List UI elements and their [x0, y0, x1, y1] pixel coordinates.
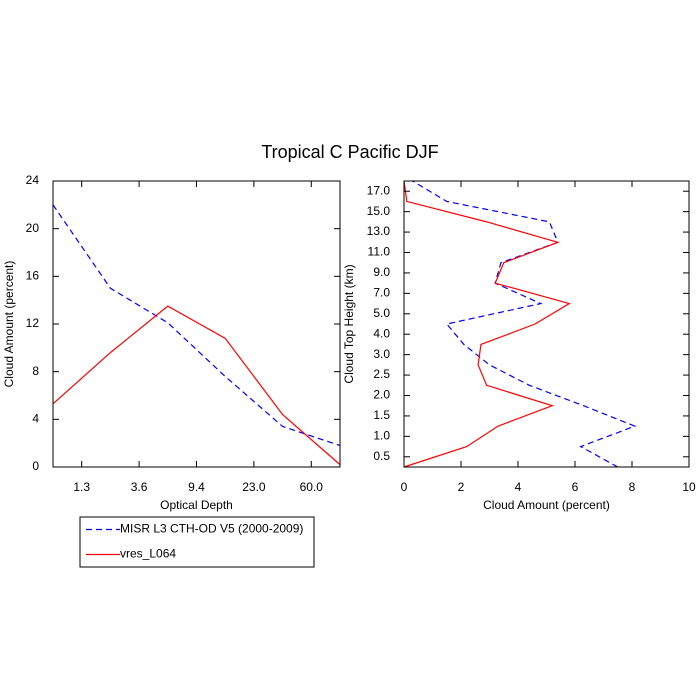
legend-label: vres_L064 — [120, 547, 176, 561]
x-tick-label: 23.0 — [242, 480, 266, 494]
x-axis-label: Optical Depth — [160, 498, 233, 512]
x-tick-label: 3.6 — [131, 480, 148, 494]
y-tick-label: 24 — [26, 173, 40, 187]
y-tick-label: 15.0 — [367, 204, 391, 218]
x-tick-label: 8 — [629, 480, 636, 494]
x-tick-label: 9.4 — [188, 480, 205, 494]
series-line — [52, 305, 341, 466]
plot-frame — [403, 180, 690, 468]
x-tick-label: 2 — [458, 480, 465, 494]
series-line — [412, 180, 637, 468]
legend-label: MISR L3 CTH-OD V5 (2000-2009) — [120, 522, 303, 536]
chart-title: Tropical C Pacific DJF — [261, 142, 438, 162]
series-line — [52, 204, 341, 447]
y-tick-label: 2.0 — [373, 388, 390, 402]
y-tick-label: 4.0 — [373, 326, 390, 340]
x-tick-label: 1.3 — [73, 480, 90, 494]
y-tick-label: 5.0 — [373, 306, 390, 320]
x-tick-label: 60.0 — [300, 480, 324, 494]
y-tick-label: 16 — [26, 269, 40, 283]
y-tick-label: 0.5 — [373, 449, 390, 463]
x-axis-label: Cloud Amount (percent) — [483, 498, 610, 512]
y-axis-label: Cloud Amount (percent) — [2, 261, 16, 388]
x-tick-label: 10 — [682, 480, 696, 494]
y-tick-label: 1.5 — [373, 408, 390, 422]
y-axis-label: Cloud Top Height (km) — [342, 264, 356, 383]
y-tick-label: 1.0 — [373, 429, 390, 443]
y-tick-label: 8 — [32, 364, 39, 378]
y-tick-label: 11.0 — [368, 245, 391, 259]
y-tick-label: 2.5 — [373, 367, 390, 381]
x-tick-label: 6 — [572, 480, 579, 494]
y-tick-label: 13.0 — [367, 224, 391, 238]
y-tick-label: 9.0 — [373, 265, 390, 279]
series-line — [403, 180, 571, 468]
y-tick-label: 12 — [26, 316, 40, 330]
y-tick-label: 17.0 — [367, 183, 391, 197]
y-tick-label: 3.0 — [373, 347, 390, 361]
legend-box — [79, 516, 315, 568]
y-tick-label: 4 — [32, 412, 39, 426]
x-tick-label: 0 — [401, 480, 408, 494]
y-tick-label: 7.0 — [373, 286, 390, 300]
plot-frame — [52, 180, 341, 468]
y-tick-label: 20 — [26, 221, 40, 235]
x-tick-label: 4 — [515, 480, 522, 494]
y-tick-label: 0 — [32, 459, 39, 473]
